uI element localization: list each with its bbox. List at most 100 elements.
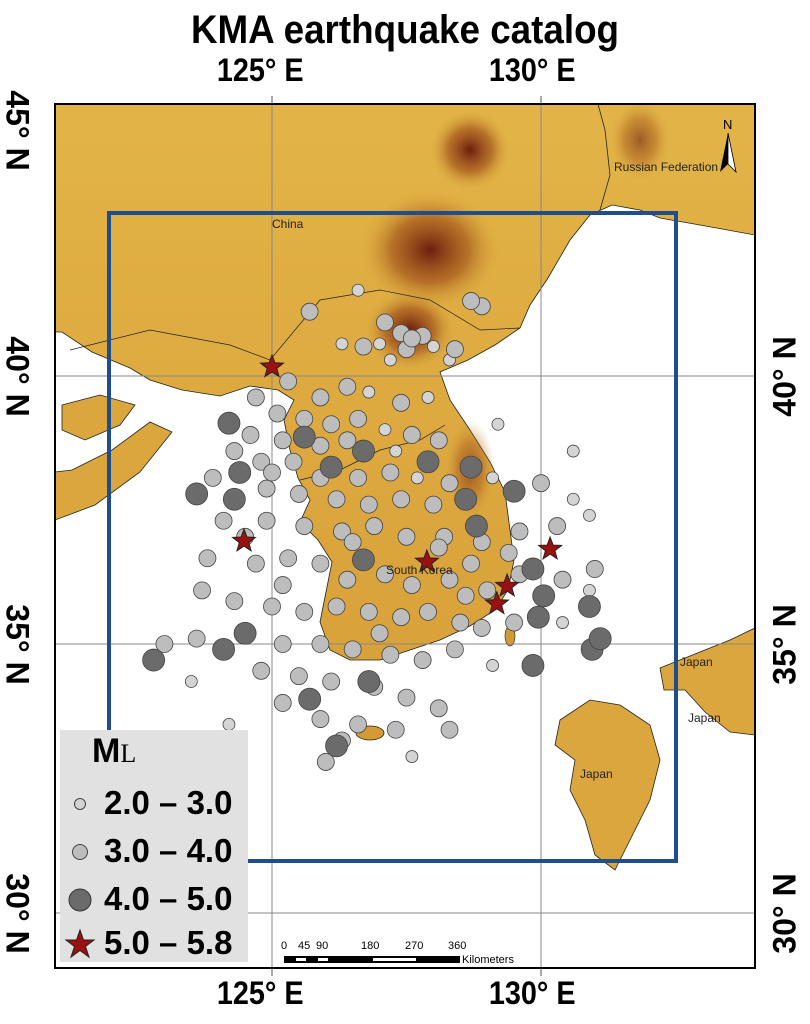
earthquake-m3-4 [225, 592, 244, 611]
asian-mainland [55, 104, 755, 661]
legend-item-5-58: 5.0 – 5.8 [60, 922, 248, 966]
earthquake-m3-4 [252, 661, 271, 680]
earthquake-m4-5 [416, 450, 440, 474]
earthquake-m2-3 [583, 584, 596, 597]
earthquake-m3-4 [241, 426, 260, 444]
earthquake-m3-4 [365, 517, 384, 535]
earthquake-m3-4 [446, 640, 464, 659]
study-area-box [107, 211, 678, 863]
earthquake-m4-5 [319, 455, 343, 479]
earthquake-m3-4 [284, 452, 303, 471]
earthquake-m3-4 [386, 720, 405, 739]
earthquake-m4-5 [222, 487, 246, 511]
earthquake-m3-4 [381, 463, 400, 482]
earthquake-m3-4 [429, 699, 448, 718]
earthquake-m3-4 [295, 517, 314, 535]
legend-item-4-5: 4.0 – 5.0 [60, 878, 248, 922]
earthquake-m3-4 [311, 388, 330, 407]
earthquake-m3-4 [316, 753, 335, 771]
earthquake-m3-4 [273, 635, 292, 653]
earthquake-m4-5 [459, 455, 483, 479]
earthquake-m3-4 [553, 570, 572, 589]
earthquake-m3-4 [402, 576, 421, 594]
earthquake-m3-4 [381, 645, 400, 664]
earthquake-m3-4 [327, 597, 346, 616]
legend: ML 2.0 – 3.0 3.0 – 4.0 4.0 – 5.0 5.0 – 5… [60, 730, 248, 962]
earthquake-m3-4 [451, 613, 470, 632]
earthquake-m3-4 [295, 602, 314, 621]
earthquake-m3-4 [252, 452, 271, 471]
earthquake-m4-5 [228, 461, 252, 484]
earthquake-m3-4 [203, 468, 222, 487]
earthquake-m3-4 [311, 710, 330, 728]
earthquake-m2-3 [556, 616, 569, 629]
earthquake-m3-4 [263, 463, 281, 482]
earthquake-m3-4 [510, 522, 529, 541]
scale-tick: 270 [405, 940, 423, 952]
legend-label: 2.0 – 3.0 [104, 784, 233, 821]
earthquake-m3-4 [246, 554, 265, 573]
relief-shading [360, 190, 500, 310]
earthquake-m3-4 [193, 581, 211, 600]
legend-title-main: M [92, 732, 121, 770]
earthquake-m3-4 [155, 635, 174, 653]
earthquake-m2-3 [405, 750, 419, 763]
earthquake-m2-3 [486, 471, 499, 485]
earthquake-m3-4 [397, 688, 416, 707]
earthquake-m3-4 [343, 533, 362, 552]
earthquake-m3-4 [429, 431, 448, 450]
earthquake-m4-5 [233, 621, 257, 645]
earthquake-m4-5 [465, 514, 488, 538]
earthquake-m3-4 [257, 511, 276, 530]
earthquake-m4-5 [588, 627, 612, 651]
earthquake-m2-3 [378, 423, 392, 437]
earthquake-m4-5 [578, 595, 601, 618]
earthquake-m3-4 [273, 576, 292, 594]
earthquake-m3-4 [472, 619, 491, 637]
earthquake-m2-3 [410, 471, 424, 485]
earthquake-m3-4 [392, 393, 411, 412]
scale-tick: 0 [281, 940, 287, 952]
earthquake-m3-4 [322, 415, 341, 434]
earthquake-m3-4 [333, 522, 351, 541]
earthquake-m4-5 [292, 425, 316, 449]
earthquake-m3-4 [354, 337, 373, 356]
earthquake-m3-4 [392, 608, 411, 627]
earthquake-m4-5 [521, 654, 545, 677]
scale-tick: 360 [448, 940, 466, 952]
earthquake-m3-4 [446, 340, 464, 359]
earthquake-m2-3 [486, 659, 499, 672]
earthquake-m4-5 [217, 411, 241, 435]
earthquake-m2-3 [383, 353, 397, 367]
scale-unit: Kilometers [462, 954, 514, 966]
earthquake-m3-4 [499, 543, 518, 562]
earthquake-m4-5 [502, 479, 526, 503]
earthquake-m3-4 [402, 426, 421, 444]
legend-label: 3.0 – 4.0 [104, 832, 233, 869]
earthquake-m3-4 [462, 292, 480, 310]
legend-item-2-3: 2.0 – 3.0 [60, 782, 248, 826]
earthquake-m3-4 [402, 329, 421, 348]
earthquake-m3-4 [225, 442, 244, 460]
earthquake-m4-5 [212, 637, 235, 661]
small-circle-icon [74, 798, 86, 810]
north-arrow: N [720, 117, 737, 174]
earthquake-m2-3 [421, 391, 435, 404]
earthquake-m5-star [231, 527, 257, 552]
earthquake-m2-3 [362, 385, 376, 399]
border-line [69, 289, 521, 361]
earthquake-m3-4 [359, 495, 378, 514]
scale-tick: 90 [316, 940, 328, 952]
bottom-lon-label-125: 125° E [216, 975, 304, 1011]
earthquake-layer [142, 283, 612, 771]
earthquake-m3-4 [343, 640, 362, 659]
earthquake-m3-4 [349, 409, 367, 428]
earthquake-m3-4 [257, 479, 276, 498]
earthquake-m3-4 [440, 570, 459, 589]
north-arrow-icon [720, 133, 728, 172]
top-lon-label-130: 130° E [488, 52, 576, 88]
earthquake-m3-4 [279, 372, 298, 391]
earthquake-m3-4 [268, 404, 287, 423]
earthquake-m2-3 [583, 508, 596, 522]
